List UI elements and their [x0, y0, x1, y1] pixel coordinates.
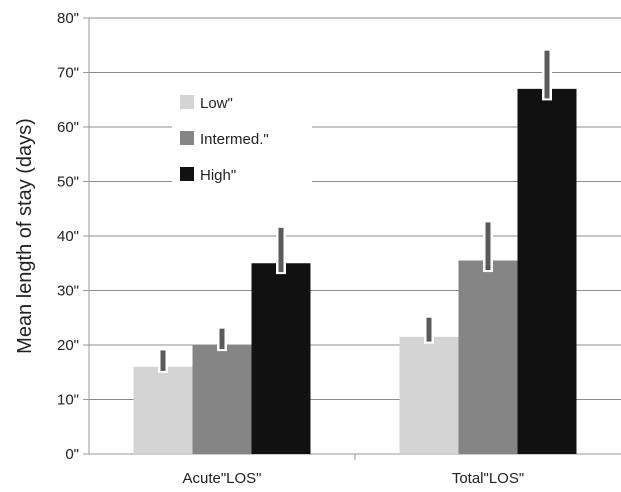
error-bars: [158, 50, 552, 373]
y-tick-label: 50": [57, 174, 79, 191]
bar: [133, 366, 193, 454]
bar: [517, 88, 577, 454]
y-tick-labels: 0" 10" 20" 30" 40" 50" 60" 70" 80": [57, 10, 89, 463]
legend-swatch: [180, 95, 194, 109]
bar: [192, 345, 252, 454]
error-bar: [160, 350, 166, 371]
bar: [399, 336, 459, 454]
error-bar: [278, 227, 284, 273]
y-tick-label: 80": [57, 10, 79, 27]
y-tick-label: 70": [57, 65, 79, 82]
legend-background: [172, 86, 312, 190]
y-axis-title: Mean length of stay (days): [14, 118, 36, 354]
legend: Low" Intermed." High": [172, 86, 312, 190]
legend-label: Low": [200, 95, 233, 112]
bar: [458, 260, 518, 454]
legend-swatch: [180, 131, 194, 145]
y-tick-label: 40": [57, 228, 79, 245]
error-bar: [426, 317, 432, 342]
y-tick-label: 30": [57, 283, 79, 300]
category-label: Acute"LOS": [182, 470, 261, 487]
y-tick-label: 20": [57, 337, 79, 354]
legend-label: Intermed.": [200, 131, 269, 148]
y-tick-label: 10": [57, 392, 79, 409]
y-tick-label: 0": [65, 446, 79, 463]
legend-label: High": [200, 167, 236, 184]
error-bar: [544, 50, 550, 99]
category-label: Total"LOS": [452, 470, 524, 487]
error-bar: [219, 328, 225, 350]
bar: [251, 263, 311, 454]
bars: [133, 88, 577, 454]
legend-swatch: [180, 167, 194, 181]
y-tick-label: 60": [57, 119, 79, 136]
error-bar: [485, 222, 491, 271]
category-labels: Acute"LOS" Total"LOS": [182, 470, 524, 487]
